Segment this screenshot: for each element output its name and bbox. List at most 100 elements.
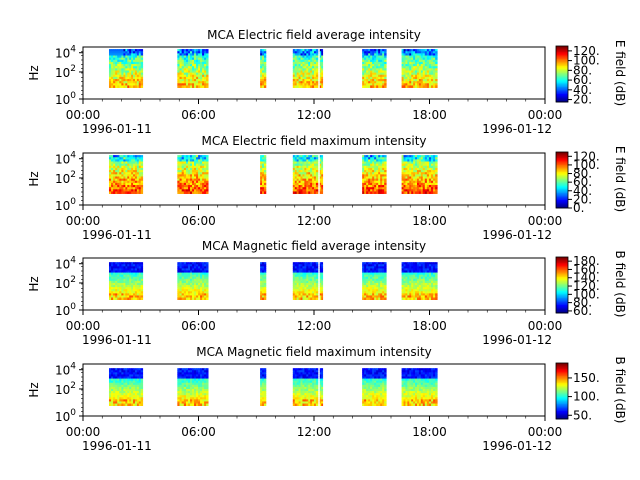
spectrogram-cell [314, 165, 317, 169]
spectrogram-cell [123, 391, 126, 394]
spectrogram-cell [134, 165, 138, 169]
spectrogram-cell [409, 64, 412, 67]
colorbar-segment [556, 163, 568, 165]
spectrogram-cell [117, 401, 120, 404]
spectrogram-cell [302, 264, 305, 267]
spectrogram-cell [420, 289, 424, 292]
spectrogram-cell [188, 295, 191, 298]
spectrogram-cell [431, 70, 434, 73]
spectrogram-cell [119, 51, 122, 54]
spectrogram-cell [314, 85, 317, 88]
spectrogram-cell [133, 61, 136, 65]
spectrogram-cell [179, 167, 183, 171]
spectrogram-cell [117, 170, 120, 173]
spectrogram-cell [300, 76, 303, 80]
spectrogram-cell [134, 397, 138, 400]
spectrogram-cell [131, 368, 134, 371]
spectrogram-cell [296, 276, 300, 280]
spectrogram-cell [117, 85, 120, 88]
spectrogram-cell [435, 276, 438, 280]
spectrogram-cell [121, 189, 124, 192]
spectrogram-cell [263, 167, 267, 171]
spectrogram-cell [134, 291, 138, 294]
spectrogram-cell [129, 189, 132, 192]
spectrogram-cell [426, 64, 430, 67]
spectrogram-cell [300, 297, 303, 300]
spectrogram-cell [131, 270, 134, 273]
spectrogram-cell [416, 163, 420, 167]
spectrogram-cell [372, 64, 375, 67]
spectrogram-cell [300, 187, 303, 190]
spectrogram-cell [302, 268, 305, 271]
colorbar-segment [556, 51, 568, 54]
spectrogram-cell [262, 76, 265, 80]
spectrogram-cell [300, 182, 303, 186]
spectrogram-cell [140, 374, 144, 377]
data-interval [401, 49, 424, 88]
spectrogram-cell [368, 51, 371, 54]
spectrogram-cell [204, 64, 207, 67]
spectrogram-cell [188, 161, 191, 165]
spectrogram-cell [314, 297, 317, 300]
spectrogram-cell [403, 278, 406, 282]
spectrogram-cell [415, 295, 418, 298]
spectrogram-cell [296, 66, 300, 69]
spectrogram-cell [292, 270, 296, 273]
spectrogram-cell [127, 272, 130, 276]
x-tick-label: 00:00 [528, 108, 563, 122]
spectrogram-cell [302, 293, 305, 296]
spectrogram-cell [198, 157, 201, 160]
spectrogram-cell [374, 74, 377, 78]
spectrogram-cell [194, 276, 197, 280]
spectrogram-cell [435, 282, 438, 286]
spectrogram-cell [302, 291, 305, 294]
spectrogram-cell [298, 57, 301, 61]
spectrogram-cell [119, 374, 122, 377]
spectrogram-cell [119, 165, 122, 169]
spectrogram-cell [119, 55, 122, 59]
spectrogram-cell [374, 185, 377, 188]
spectrogram-cell [108, 280, 112, 284]
spectrogram-cell [260, 79, 263, 82]
spectrogram-cell [405, 297, 408, 300]
spectrogram-cell [138, 274, 142, 278]
spectrogram-cell [380, 176, 383, 179]
spectrogram-cell [202, 182, 205, 186]
colorbar-segment [556, 88, 568, 90]
spectrogram-cell [418, 163, 422, 167]
spectrogram-cell [113, 293, 116, 296]
spectrogram-cell [183, 163, 187, 167]
spectrogram-cell [428, 72, 432, 76]
spectrogram-cell [315, 81, 319, 84]
spectrogram-cell [133, 85, 136, 88]
spectrogram-cell [403, 293, 406, 296]
spectrogram-cell [192, 49, 195, 52]
spectrogram-cell [134, 403, 138, 406]
spectrogram-cell [364, 176, 367, 179]
spectrogram-cell [364, 70, 367, 73]
spectrogram-cell [319, 72, 322, 76]
spectrogram-cell [133, 395, 136, 398]
spectrogram-cell [401, 176, 404, 179]
spectrogram-cell [206, 59, 209, 63]
spectrogram-cell [204, 172, 207, 175]
spectrogram-cell [263, 297, 267, 300]
colorbar-segment [556, 286, 568, 289]
spectrogram-cell [133, 64, 136, 67]
spectrogram-cell [138, 191, 142, 194]
colorbar-segment [556, 205, 568, 207]
spectrogram-cell [308, 170, 311, 173]
spectrogram-cell [416, 59, 420, 63]
spectrogram-cell [426, 49, 430, 52]
spectrogram-cell [416, 66, 420, 69]
spectrogram-cell [177, 276, 180, 280]
spectrogram-cell [298, 268, 301, 271]
spectrogram-cell [433, 172, 436, 175]
spectrogram-cell [129, 191, 132, 194]
spectrogram-cell [117, 372, 120, 375]
spectrogram-cell [366, 155, 369, 158]
spectrogram-cell [315, 180, 319, 184]
spectrogram-cell [302, 57, 305, 61]
spectrogram-cell [119, 64, 122, 67]
spectrogram-cell [294, 262, 298, 265]
